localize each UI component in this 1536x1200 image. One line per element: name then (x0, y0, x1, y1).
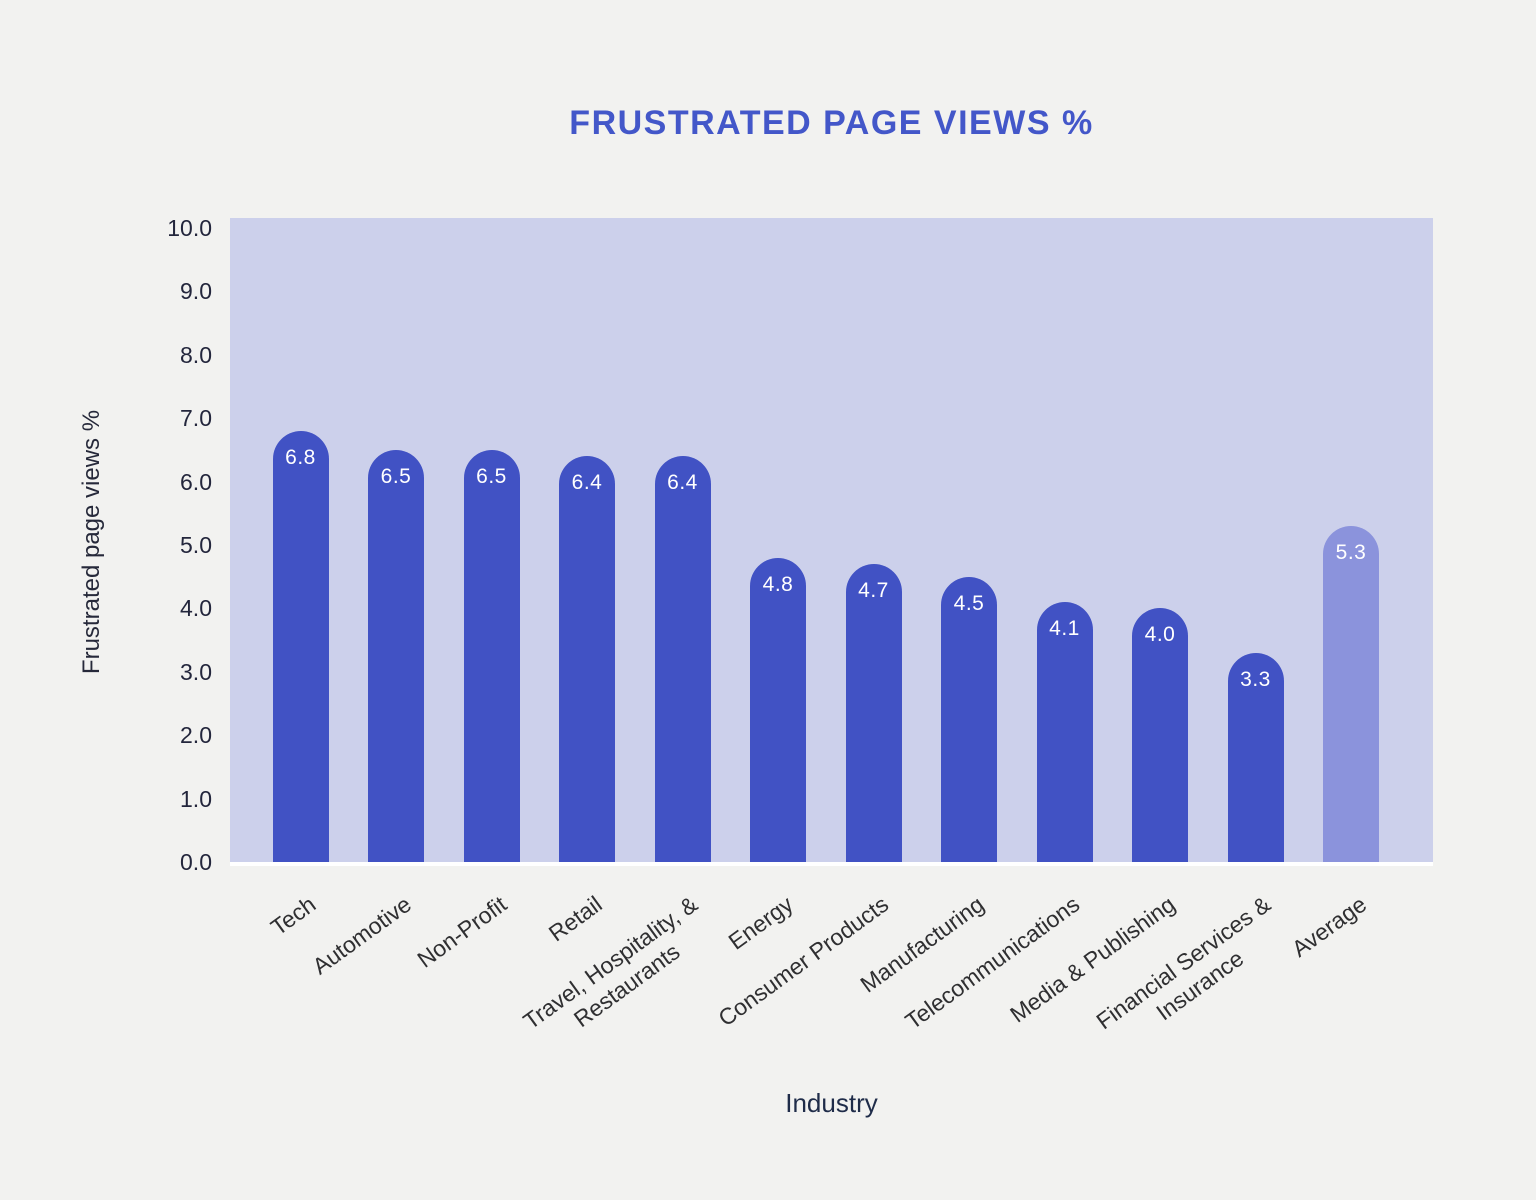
bar: 4.8 (750, 557, 806, 862)
bar: 4.0 (1132, 608, 1188, 862)
y-tick-label: 4.0 (180, 595, 212, 622)
chart-title: FRUSTRATED PAGE VIEWS % (569, 104, 1094, 142)
bar: 4.1 (1036, 602, 1093, 862)
x-category-label: Non-Profit (412, 890, 512, 973)
y-tick-label: 10.0 (167, 215, 212, 241)
bar: 6.4 (654, 456, 711, 862)
bar-value-label: 6.4 (571, 471, 603, 495)
x-category-label: Financial Services & Insurance (1091, 890, 1276, 1035)
plot-area: 6.8 6.5 6.5 6.4 6.4 4.8 4.7 4.5 4.1 4.0 3.3 5.3 (230, 218, 1433, 866)
bar: 4.5 (941, 576, 997, 862)
bar-value-label: 6.8 (285, 445, 316, 469)
y-tick-label: 9.0 (180, 278, 212, 305)
y-tick-label: 0.0 (180, 849, 212, 875)
x-category-label: Tech (265, 890, 321, 941)
y-tick-label: 1.0 (180, 785, 212, 812)
y-tick-label: 7.0 (180, 405, 212, 432)
bar-value-label: 6.5 (476, 464, 507, 488)
bar-value-label: 5.3 (1335, 540, 1367, 564)
bar: 4.7 (845, 564, 902, 862)
x-axis-baseline (230, 862, 1433, 866)
y-tick-label: 6.0 (180, 468, 212, 495)
bar: 6.8 (272, 430, 329, 862)
bar-value-label: 3.3 (1240, 667, 1271, 691)
x-category-label: Telecommunications (900, 890, 1085, 1035)
y-tick-label: 8.0 (180, 341, 212, 368)
x-category-label: Energy (723, 890, 798, 955)
bar: 3.3 (1227, 652, 1284, 862)
bar-value-label: 4.7 (858, 579, 889, 603)
x-category-label: Consumer Products (713, 890, 894, 1032)
bar: 6.5 (368, 449, 424, 862)
bar: 6.5 (463, 449, 520, 862)
bar-value-label: 4.1 (1049, 617, 1080, 641)
x-category-label: Average (1286, 890, 1371, 962)
x-category-label: Travel, Hospitality, & Restaurants (518, 890, 703, 1035)
x-category-label: Retail (544, 890, 607, 947)
bar: 6.4 (559, 456, 615, 862)
x-axis-title: Industry (785, 1088, 878, 1118)
bar-value-label: 6.4 (667, 471, 698, 495)
y-tick-label: 5.0 (180, 532, 212, 558)
y-tick-label: 3.0 (180, 658, 212, 685)
x-category-label: Automotive (307, 890, 416, 980)
y-tick-label: 2.0 (180, 722, 212, 749)
bar-value-label: 4.0 (1144, 623, 1176, 647)
bar: 5.3 (1323, 525, 1379, 862)
bar-value-label: 4.5 (953, 591, 985, 615)
bar-value-label: 6.5 (380, 464, 412, 488)
bar-value-label: 4.8 (762, 572, 794, 596)
